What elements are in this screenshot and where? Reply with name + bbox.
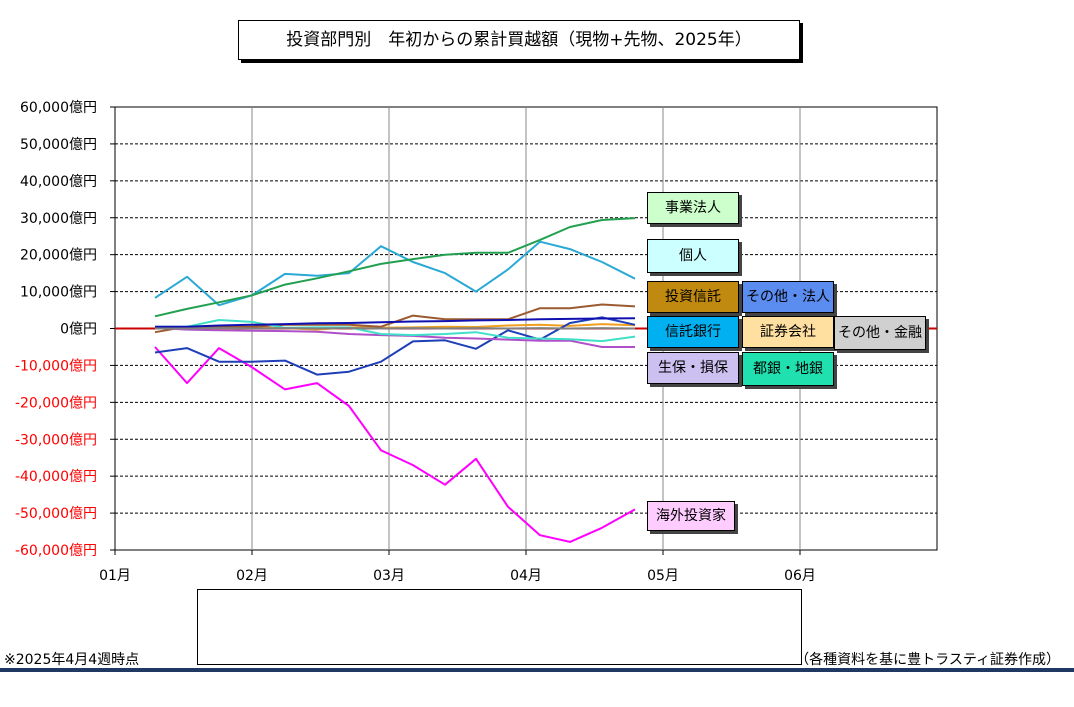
series-end-label: 個人 (647, 239, 739, 273)
series-line (154, 217, 636, 318)
series-end-label: 証券会社 (742, 316, 834, 348)
y-tick-label: -50,000億円 (15, 506, 97, 522)
x-tick-label: 02月 (236, 568, 268, 584)
source-note: （各種資料を基に豊トラスティ証券作成） (795, 652, 1060, 668)
series-end-label: その他・金融 (834, 316, 926, 350)
series-end-label: その他・法人 (742, 281, 834, 313)
series-line (155, 319, 636, 343)
series-line (154, 316, 636, 376)
series-end-label: 投資信託 (647, 281, 739, 313)
x-tick-label: 04月 (510, 568, 542, 584)
y-tick-label: 10,000億円 (20, 285, 97, 301)
y-tick-label: 20,000億円 (20, 248, 97, 264)
y-tick-label: -20,000億円 (15, 395, 97, 411)
series-line (154, 240, 636, 307)
y-tick-label: 0億円 (60, 322, 97, 338)
x-tick-label: 03月 (373, 568, 405, 584)
legend (197, 589, 802, 665)
y-tick-label: -10,000億円 (15, 358, 97, 374)
series-end-label: 信託銀行 (647, 316, 739, 348)
x-tick-label: 06月 (784, 568, 816, 584)
y-tick-label: 30,000億円 (20, 211, 97, 227)
bottom-divider (0, 668, 1074, 672)
series-line (155, 317, 636, 328)
series-end-label: 都銀・地銀 (742, 352, 834, 386)
chart-title: 投資部門別 年初からの累計買越額（現物+先物、2025年） (238, 20, 800, 60)
y-tick-label: -30,000億円 (15, 432, 97, 448)
y-tick-label: -40,000億円 (15, 469, 97, 485)
x-tick-label: 05月 (647, 568, 679, 584)
x-tick-label: 01月 (99, 568, 131, 584)
y-tick-label: 40,000億円 (20, 174, 97, 190)
y-tick-label: -60,000億円 (15, 543, 97, 559)
series-end-label: 生保・損保 (647, 352, 739, 384)
series-line (154, 346, 636, 543)
footnote: ※2025年4月4週時点 (4, 652, 140, 668)
series-end-label: 事業法人 (647, 192, 739, 224)
y-tick-label: 60,000億円 (20, 100, 97, 116)
y-tick-label: 50,000億円 (20, 137, 97, 153)
series-end-label: 海外投資家 (647, 501, 735, 531)
